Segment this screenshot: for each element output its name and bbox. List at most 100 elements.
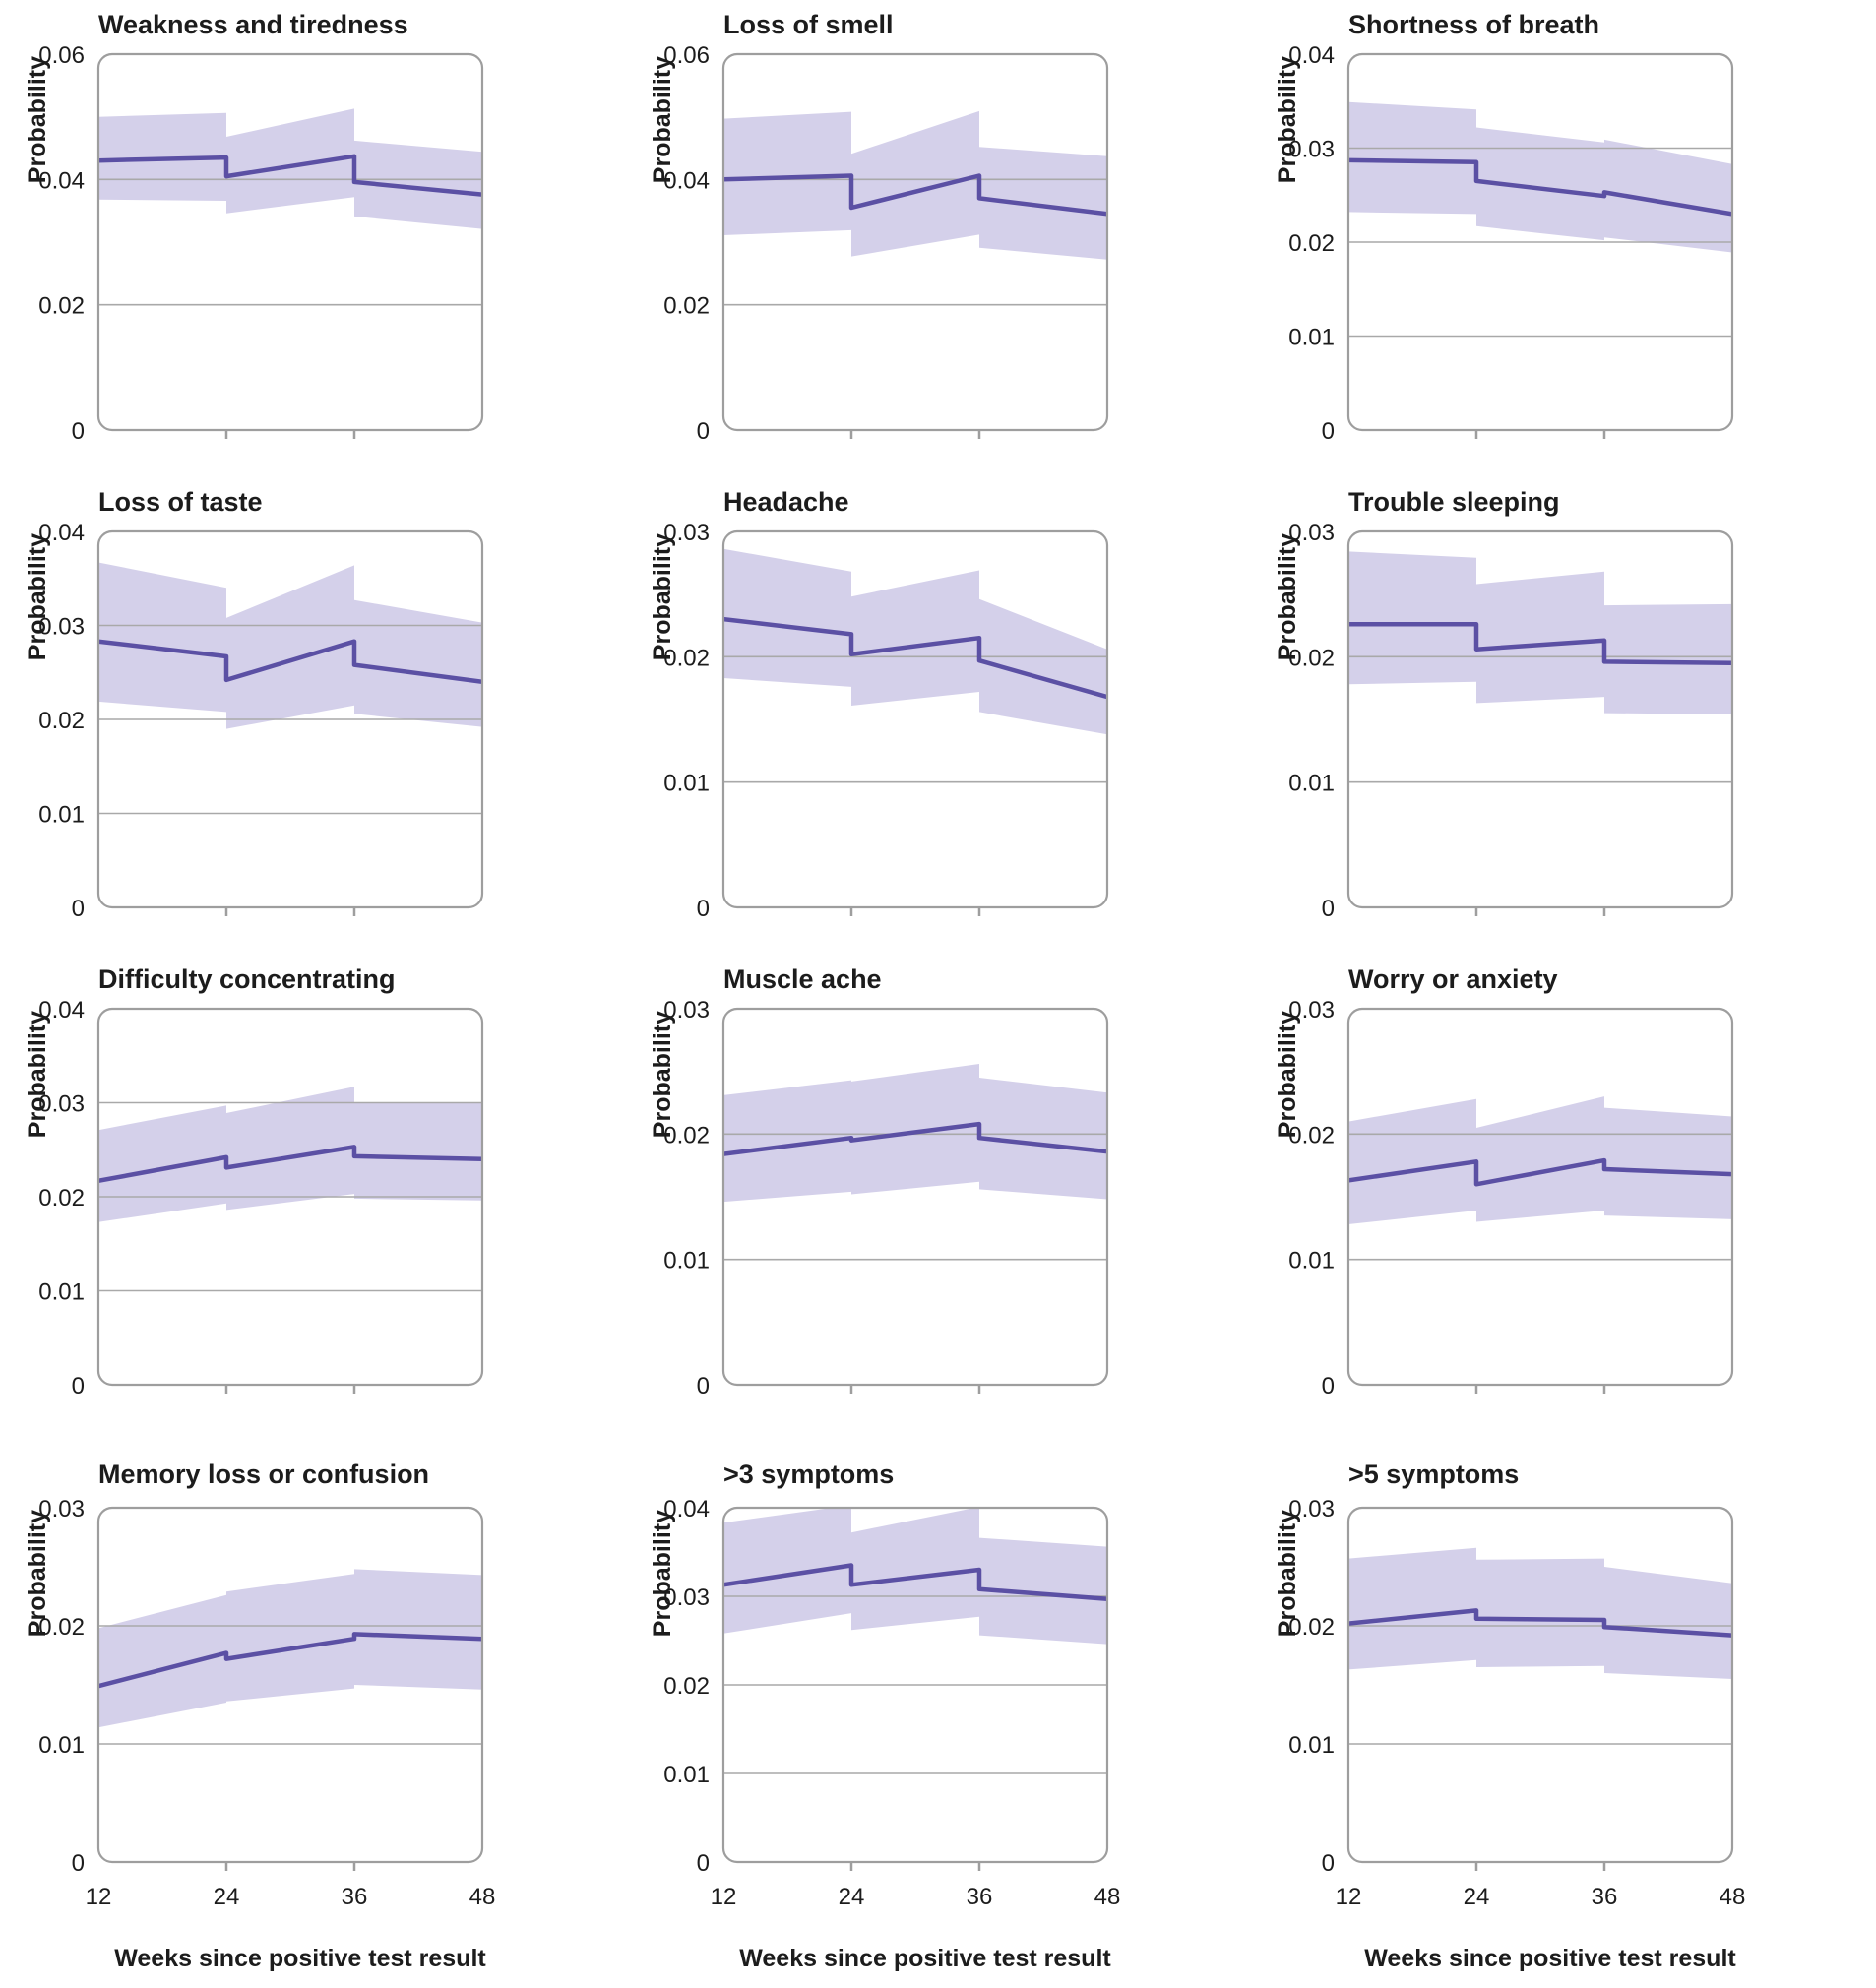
y-tick-label: 0 bbox=[697, 418, 710, 445]
y-tick-label: 0.02 bbox=[1288, 1122, 1335, 1149]
chart-title: Loss of smell bbox=[723, 10, 894, 39]
y-tick-label: 0.03 bbox=[38, 1091, 85, 1118]
chart-cell: Weakness and tiredness Probability 0 0.02 0.… bbox=[0, 0, 625, 477]
y-tick-label: 0.01 bbox=[38, 1732, 85, 1759]
plot-border bbox=[96, 529, 484, 909]
trend-line bbox=[98, 639, 482, 685]
trend-line bbox=[98, 1632, 482, 1689]
y-tick-label: 0.02 bbox=[663, 1673, 710, 1700]
y-tick-label: 0 bbox=[1322, 896, 1335, 922]
plot-border bbox=[1346, 1506, 1734, 1864]
x-axis-label: Weeks since positive test result bbox=[1364, 1945, 1736, 1972]
plot-border bbox=[721, 529, 1109, 909]
chart-plot: Loss of smell Probability 0 0.02 0.04 0.06 bbox=[649, 10, 1109, 445]
chart-cell: Loss of taste Probability 0 0.01 0.02 0.03 0.0… bbox=[0, 477, 625, 955]
chart-title: >3 symptoms bbox=[723, 1460, 894, 1489]
chart-cell: Worry or anxiety Probability 0 0.01 0.02 0.03 bbox=[1250, 955, 1875, 1432]
trend-line bbox=[1348, 1608, 1732, 1638]
y-tick-label: 0.01 bbox=[663, 771, 710, 797]
x-tick-label: 36 bbox=[967, 1884, 993, 1910]
chart-title: Headache bbox=[723, 487, 849, 517]
chart-cell: >3 symptoms Probability 0 0.01 0.02 0.03 0.04 1… bbox=[625, 1432, 1250, 1988]
chart-cell: Trouble sleeping Probability 0 0.01 0.02 0.03 bbox=[1250, 477, 1875, 955]
y-axis-label: Probability bbox=[24, 1510, 51, 1637]
chart-title: Memory loss or confusion bbox=[98, 1460, 429, 1489]
y-tick-label: 0 bbox=[697, 896, 710, 922]
trend-line bbox=[723, 1563, 1107, 1601]
y-tick-label: 0 bbox=[72, 1373, 85, 1399]
trend-line bbox=[1348, 157, 1732, 217]
y-tick-label: 0.02 bbox=[663, 1122, 710, 1149]
y-axis-label: Probability bbox=[1274, 1011, 1301, 1138]
y-axis-label: Probability bbox=[24, 56, 51, 183]
y-axis-label: Probability bbox=[1274, 533, 1301, 660]
y-tick-label: 0.01 bbox=[1288, 325, 1335, 351]
confidence-band bbox=[1348, 551, 1732, 714]
confidence-band bbox=[98, 108, 482, 229]
chart-cell: Headache Probability 0 0.01 0.02 0.03 bbox=[625, 477, 1250, 955]
x-tick-label: 48 bbox=[1720, 1884, 1746, 1910]
chart-cell: Shortness of breath Probability 0 0.01 0.02 0… bbox=[1250, 0, 1875, 477]
chart-cell: Memory loss or confusion Probability 0 0.01… bbox=[0, 1432, 625, 1988]
y-tick-label: 0.03 bbox=[663, 997, 710, 1024]
y-tick-label: 0 bbox=[72, 896, 85, 922]
y-tick-label: 0.02 bbox=[38, 708, 85, 734]
chart-plot: Memory loss or confusion Probability 0 0.01… bbox=[24, 1460, 496, 1972]
y-axis-label: Probability bbox=[24, 1011, 51, 1138]
chart-title: Shortness of breath bbox=[1348, 10, 1599, 39]
chart-plot: Trouble sleeping Probability 0 0.01 0.02 0.03 bbox=[1274, 487, 1734, 922]
confidence-band bbox=[723, 110, 1107, 260]
y-tick-label: 0.02 bbox=[1288, 230, 1335, 257]
plot-border bbox=[96, 1506, 484, 1864]
trend-line bbox=[723, 173, 1107, 217]
x-tick-label: 12 bbox=[86, 1884, 112, 1910]
x-tick-label: 12 bbox=[1336, 1884, 1362, 1910]
y-axis-label: Probability bbox=[649, 533, 676, 660]
y-tick-label: 0 bbox=[697, 1850, 710, 1877]
y-tick-label: 0.04 bbox=[38, 167, 85, 194]
y-tick-label: 0.04 bbox=[663, 1496, 710, 1522]
plot-border bbox=[1346, 1007, 1734, 1387]
y-axis-label: Probability bbox=[649, 1510, 676, 1637]
confidence-band bbox=[1348, 101, 1732, 253]
y-axis-label: Probability bbox=[649, 56, 676, 183]
plot-border bbox=[721, 52, 1109, 432]
chart-plot: Difficulty concentrating Probability 0 0.01… bbox=[24, 964, 484, 1399]
chart-title: Weakness and tiredness bbox=[98, 10, 408, 39]
plot-border bbox=[721, 1007, 1109, 1387]
y-tick-label: 0.03 bbox=[1288, 997, 1335, 1024]
plot-border bbox=[1346, 52, 1734, 432]
x-tick-label: 24 bbox=[1464, 1884, 1490, 1910]
y-tick-label: 0 bbox=[1322, 1373, 1335, 1399]
y-tick-label: 0.03 bbox=[1288, 137, 1335, 163]
chart-plot: Loss of taste Probability 0 0.01 0.02 0.03 0.0… bbox=[24, 487, 484, 922]
y-tick-label: 0.03 bbox=[663, 520, 710, 546]
plot-border bbox=[96, 52, 484, 432]
y-tick-label: 0.04 bbox=[1288, 42, 1335, 69]
y-tick-label: 0.02 bbox=[1288, 1614, 1335, 1641]
y-tick-label: 0.06 bbox=[663, 42, 710, 69]
chart-title: Worry or anxiety bbox=[1348, 964, 1558, 994]
x-tick-label: 48 bbox=[1094, 1884, 1121, 1910]
confidence-band bbox=[1348, 1096, 1732, 1224]
x-tick-label: 12 bbox=[711, 1884, 737, 1910]
confidence-band bbox=[723, 1508, 1107, 1645]
y-axis-label: Probability bbox=[1274, 56, 1301, 183]
plot-border bbox=[721, 1506, 1109, 1864]
x-tick-label: 24 bbox=[214, 1884, 240, 1910]
x-tick-label: 48 bbox=[469, 1884, 496, 1910]
trend-line bbox=[98, 1145, 482, 1184]
x-tick-label: 36 bbox=[1592, 1884, 1618, 1910]
chart-cell: Loss of smell Probability 0 0.02 0.04 0.06 bbox=[625, 0, 1250, 477]
confidence-band bbox=[98, 1087, 482, 1222]
y-tick-label: 0.03 bbox=[38, 1496, 85, 1522]
y-tick-label: 0.06 bbox=[38, 42, 85, 69]
chart-title: Loss of taste bbox=[98, 487, 263, 517]
y-tick-label: 0 bbox=[1322, 1850, 1335, 1877]
y-tick-label: 0.04 bbox=[38, 520, 85, 546]
y-tick-label: 0.04 bbox=[38, 997, 85, 1024]
y-tick-label: 0.04 bbox=[663, 167, 710, 194]
y-tick-label: 0.03 bbox=[38, 614, 85, 641]
y-tick-label: 0 bbox=[697, 1373, 710, 1399]
chart-plot: >3 symptoms Probability 0 0.01 0.02 0.03 0.04 1… bbox=[649, 1460, 1121, 1972]
